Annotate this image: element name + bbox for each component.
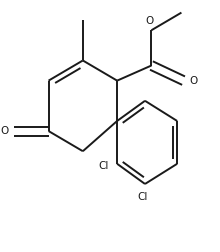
Text: O: O xyxy=(189,76,197,86)
Text: Cl: Cl xyxy=(138,192,148,202)
Text: O: O xyxy=(1,126,9,136)
Text: Cl: Cl xyxy=(98,161,108,171)
Text: O: O xyxy=(145,16,153,26)
